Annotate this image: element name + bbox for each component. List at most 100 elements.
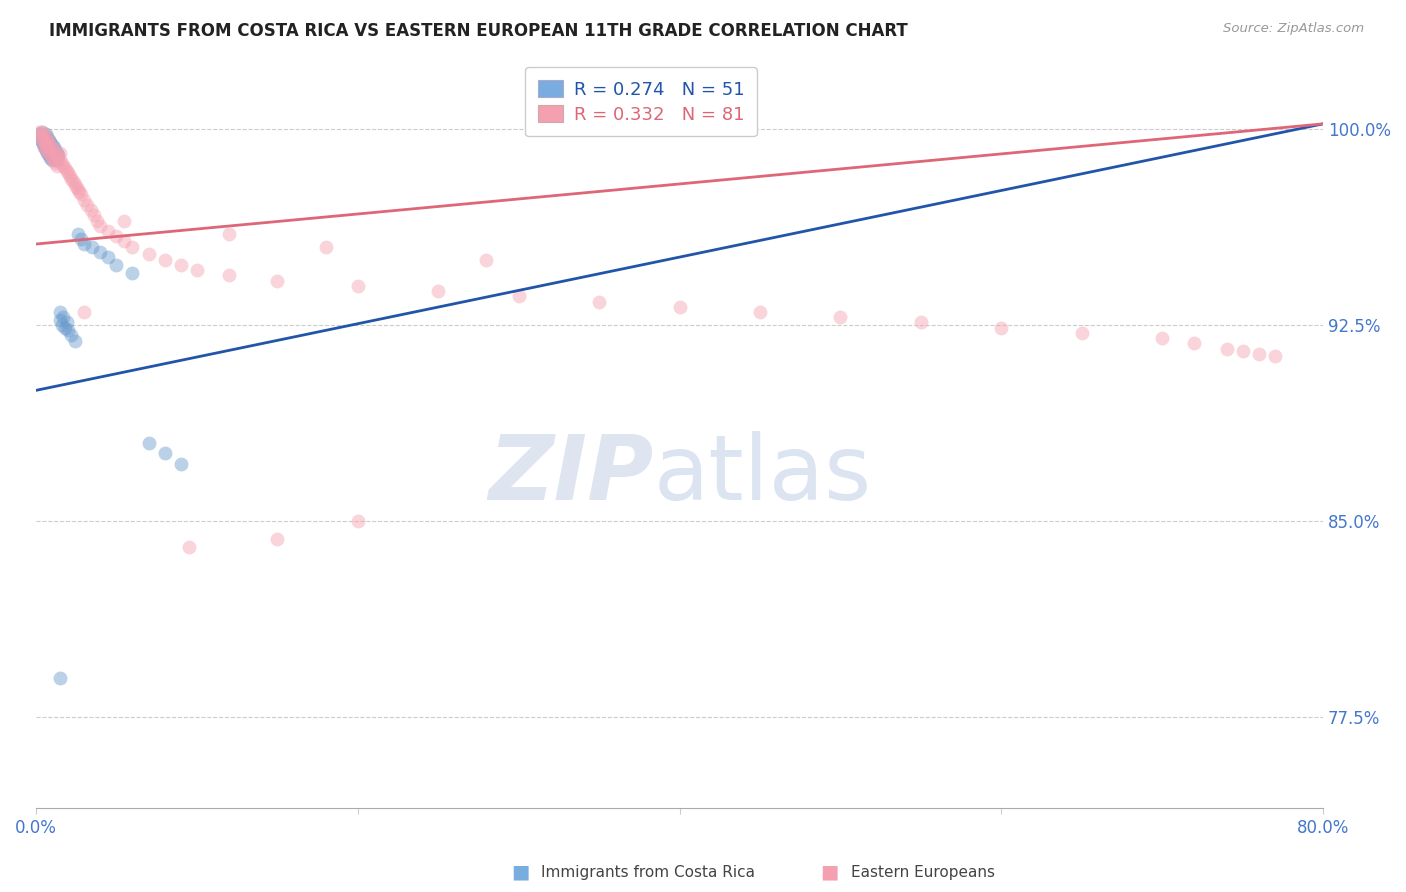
Point [346,278,368,293]
Point [170,258,193,272]
Point [41,153,63,168]
Text: Immigrants from Costa Rica: Immigrants from Costa Rica [541,865,755,880]
Point [49,313,72,327]
Point [34,132,56,146]
Point [45,148,67,162]
Point [62,174,84,188]
Text: Eastern Europeans: Eastern Europeans [851,865,994,880]
Point [39,148,62,162]
Point [37,132,59,146]
Point [34,129,56,144]
Point [32,135,55,149]
Point [45,145,67,160]
Point [153,446,176,460]
Text: ZIP: ZIP [488,431,654,519]
Point [30,132,52,146]
Point [86,213,108,227]
Point [346,514,368,528]
Point [1215,342,1237,356]
Point [42,153,65,168]
Point [38,148,60,162]
Point [38,135,60,149]
Point [44,151,66,165]
Point [475,252,498,267]
Point [66,182,89,196]
Point [51,156,73,170]
Point [38,132,60,146]
Point [1264,350,1286,364]
Point [121,266,143,280]
Point [31,125,53,139]
Point [39,137,62,152]
Point [39,135,62,149]
Point [427,284,450,298]
Point [1184,336,1206,351]
Point [73,237,96,252]
Point [42,140,65,154]
Point [48,148,70,162]
Point [56,166,79,180]
Point [266,274,288,288]
Point [32,128,55,142]
Point [31,125,53,139]
Point [51,318,73,332]
Point [1247,347,1270,361]
Point [668,300,690,314]
Point [41,140,63,154]
Text: ■: ■ [820,863,839,882]
Point [67,185,90,199]
Point [37,135,59,149]
Point [42,148,65,162]
Point [83,208,105,222]
Point [66,227,89,241]
Point [70,232,93,246]
Point [55,315,77,329]
Point [63,177,86,191]
Point [52,159,75,173]
Text: atlas: atlas [654,431,872,519]
Point [73,305,96,319]
Point [79,203,101,218]
Point [138,247,160,261]
Point [44,145,66,160]
Point [53,320,76,334]
Point [60,171,83,186]
Point [44,156,66,170]
Point [31,135,53,149]
Point [177,540,200,554]
Point [89,244,111,259]
Point [76,198,98,212]
Point [218,268,240,283]
Point [70,187,93,202]
Point [38,145,60,160]
Point [114,213,136,227]
Point [749,305,772,319]
Point [49,305,72,319]
Point [32,140,55,154]
Point [138,435,160,450]
Point [588,294,610,309]
Point [153,252,176,267]
Point [30,129,52,144]
Point [990,320,1012,334]
Point [32,137,55,152]
Point [44,143,66,157]
Point [31,132,53,146]
Point [105,229,128,244]
Point [266,533,288,547]
Point [34,143,56,157]
Text: ■: ■ [510,863,530,882]
Point [52,310,75,325]
Point [37,145,59,160]
Point [34,143,56,157]
Point [37,129,59,144]
Point [830,310,852,325]
Point [41,151,63,165]
Point [49,145,72,160]
Text: IMMIGRANTS FROM COSTA RICA VS EASTERN EUROPEAN 11TH GRADE CORRELATION CHART: IMMIGRANTS FROM COSTA RICA VS EASTERN EU… [49,22,908,40]
Legend: R = 0.274   N = 51, R = 0.332   N = 81: R = 0.274 N = 51, R = 0.332 N = 81 [524,67,756,136]
Point [41,145,63,160]
Point [28,128,51,142]
Point [1070,326,1092,340]
Point [73,193,96,207]
